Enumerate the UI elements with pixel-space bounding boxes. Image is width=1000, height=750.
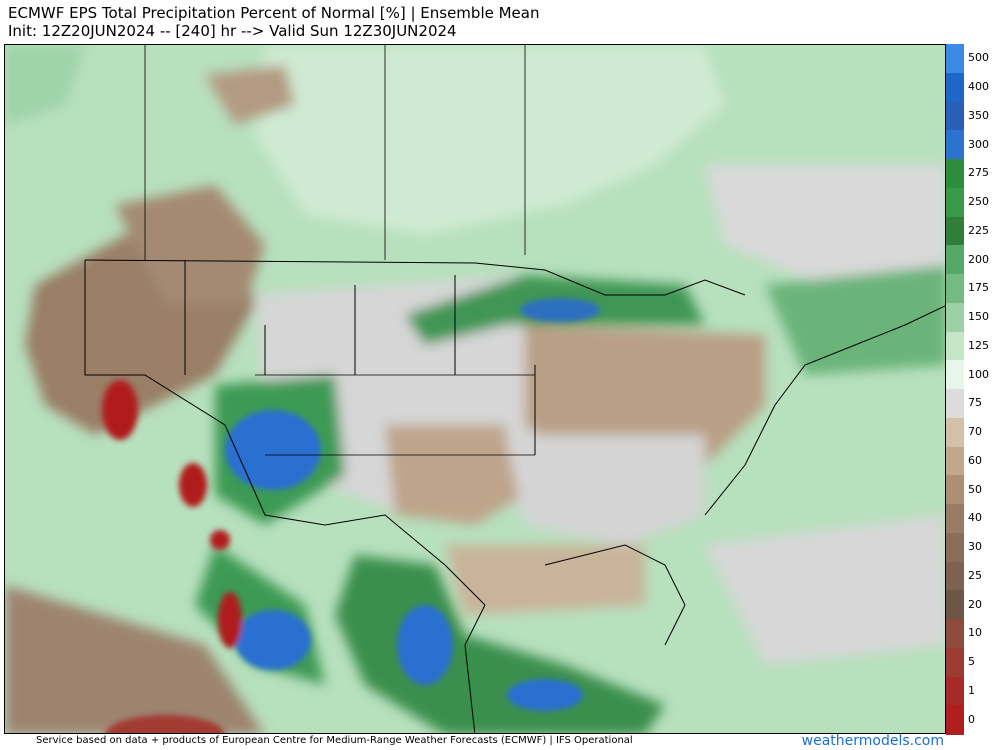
colorbar-label: 200 — [968, 252, 989, 266]
colorbar-label: 5 — [968, 655, 975, 669]
colorbar-segment — [946, 446, 964, 476]
colorbar-segment — [946, 676, 964, 706]
colorbar — [946, 44, 964, 735]
colorbar-label: 70 — [968, 425, 982, 439]
colorbar-segment — [946, 619, 964, 649]
colorbar-segment — [946, 101, 964, 131]
colorbar-segment — [946, 302, 964, 332]
map-title: ECMWF EPS Total Precipitation Percent of… — [8, 4, 540, 22]
colorbar-label: 40 — [968, 511, 982, 525]
colorbar-label: 400 — [968, 80, 989, 94]
colorbar-segment — [946, 504, 964, 534]
colorbar-segment — [946, 274, 964, 304]
colorbar-segment — [946, 44, 964, 74]
colorbar-segment — [946, 647, 964, 677]
colorbar-label: 20 — [968, 597, 982, 611]
colorbar-label: 175 — [968, 281, 989, 295]
colorbar-label: 225 — [968, 223, 989, 237]
colorbar-label: 60 — [968, 453, 982, 467]
colorbar-label: 100 — [968, 367, 989, 381]
colorbar-label: 250 — [968, 195, 989, 209]
colorbar-label: 0 — [968, 712, 975, 726]
map-canvas — [5, 45, 945, 733]
colorbar-labels: 500 400 350 300 275 250 225 200 175 150 125 100 75 70… — [968, 44, 1000, 734]
colorbar-label: 300 — [968, 137, 989, 151]
colorbar-segment — [946, 705, 964, 735]
colorbar-label: 150 — [968, 310, 989, 324]
colorbar-segment — [946, 72, 964, 102]
chart-title-block: ECMWF EPS Total Precipitation Percent of… — [8, 4, 539, 40]
colorbar-label: 30 — [968, 540, 982, 554]
colorbar-segment — [946, 417, 964, 447]
brand-link[interactable]: weathermodels.com — [801, 733, 944, 749]
map-subtitle: Init: 12Z20JUN2024 -- [240] hr --> Valid… — [8, 22, 457, 40]
boundaries — [84, 45, 945, 733]
colorbar-segment — [946, 187, 964, 217]
colorbar-segment — [946, 130, 964, 160]
colorbar-segment — [946, 475, 964, 505]
colorbar-segment — [946, 216, 964, 246]
colorbar-label: 25 — [968, 568, 982, 582]
colorbar-label: 350 — [968, 108, 989, 122]
extreme-anomalies — [102, 298, 600, 733]
colorbar-segment — [946, 360, 964, 390]
colorbar-label: 125 — [968, 338, 989, 352]
colorbar-segment — [946, 532, 964, 562]
colorbar-segment — [946, 159, 964, 189]
colorbar-segment — [946, 389, 964, 419]
colorbar-label: 1 — [968, 683, 975, 697]
colorbar-label: 50 — [968, 482, 982, 496]
colorbar-label: 275 — [968, 166, 989, 180]
data-credit: Service based on data + products of Euro… — [36, 735, 633, 746]
colorbar-label: 500 — [968, 51, 989, 65]
colorbar-segment — [946, 590, 964, 620]
colorbar-segment — [946, 561, 964, 591]
colorbar-segment — [946, 331, 964, 361]
colorbar-segment — [946, 245, 964, 275]
colorbar-label: 10 — [968, 626, 982, 640]
colorbar-label: 75 — [968, 396, 982, 410]
precipitation-map[interactable] — [4, 44, 946, 734]
